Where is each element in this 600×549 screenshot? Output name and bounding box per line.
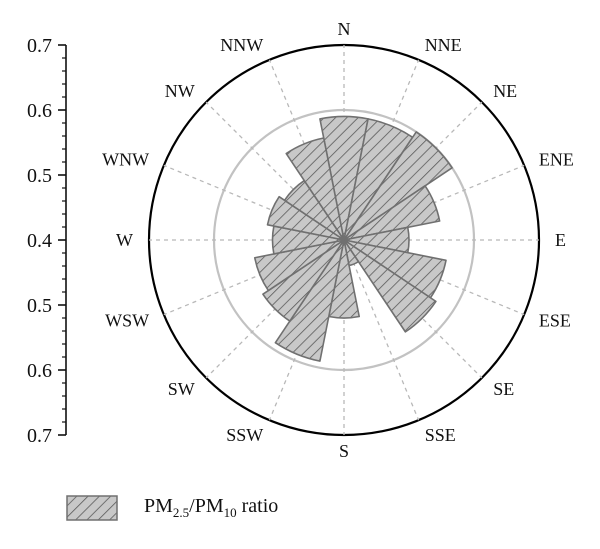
radial-axis-tick-label: 0.7 bbox=[27, 35, 52, 57]
direction-label-S: S bbox=[339, 441, 349, 461]
bar-WNW bbox=[266, 195, 345, 241]
bar-ENE bbox=[343, 185, 441, 241]
direction-label-NE: NE bbox=[493, 81, 517, 101]
legend-swatch bbox=[66, 495, 118, 521]
radial-axis: 0.7 0.6 0.5 0.4 0.5 0.6 0.7 bbox=[27, 35, 67, 447]
bars bbox=[253, 115, 453, 362]
direction-label-NW: NW bbox=[165, 81, 195, 101]
legend: PM2.5/PM10 ratio bbox=[66, 492, 278, 524]
direction-label-W: W bbox=[116, 230, 133, 250]
direction-label-ESE: ESE bbox=[539, 311, 571, 331]
direction-label-SW: SW bbox=[168, 379, 195, 399]
spoke-SSE bbox=[343, 239, 420, 421]
bar-SW bbox=[262, 239, 345, 322]
bar-WSW bbox=[253, 239, 345, 292]
radial-axis-tick-label: 0.6 bbox=[27, 100, 52, 122]
radial-axis-tick-label: 0.5 bbox=[27, 165, 52, 187]
direction-label-SSW: SSW bbox=[226, 425, 263, 445]
direction-label-SSE: SSE bbox=[425, 425, 456, 445]
bar-SSW bbox=[274, 239, 345, 362]
direction-label-WNW: WNW bbox=[102, 149, 149, 169]
legend-label: PM2.5/PM10 ratio bbox=[144, 495, 279, 520]
radial-axis-tick-label: 0.4 bbox=[27, 230, 52, 252]
radial-axis-tick-label: 0.5 bbox=[27, 295, 52, 317]
direction-label-N: N bbox=[338, 19, 351, 39]
radial-axis-tick-label: 0.6 bbox=[27, 360, 52, 382]
bar-NE bbox=[343, 131, 453, 241]
direction-label-SE: SE bbox=[493, 379, 514, 399]
direction-label-NNE: NNE bbox=[425, 35, 462, 55]
direction-label-E: E bbox=[555, 230, 566, 250]
direction-label-NNW: NNW bbox=[220, 35, 263, 55]
radial-axis-tick-label: 0.7 bbox=[27, 425, 52, 447]
direction-label-ENE: ENE bbox=[539, 149, 574, 169]
direction-label-WSW: WSW bbox=[105, 311, 149, 331]
direction-labels: N NNE NE ENE E ESE SE SSE S SSW SW WSW W WNW NW NNW bbox=[102, 19, 574, 461]
bar-SE bbox=[343, 239, 437, 333]
bar-NNW bbox=[285, 137, 345, 241]
